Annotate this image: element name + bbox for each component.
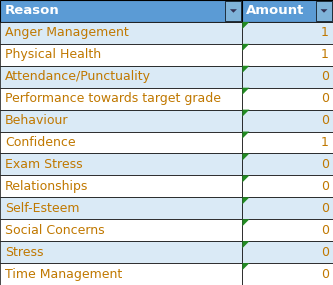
Text: Attendance/Punctuality: Attendance/Punctuality — [5, 70, 151, 83]
Polygon shape — [242, 175, 249, 182]
Polygon shape — [242, 110, 249, 117]
Bar — [242, 175, 333, 197]
Bar — [242, 219, 333, 241]
Polygon shape — [320, 9, 327, 13]
Text: Reason: Reason — [5, 5, 60, 17]
Text: 1: 1 — [321, 27, 329, 39]
Bar — [0, 110, 242, 132]
Text: Performance towards target grade: Performance towards target grade — [5, 92, 221, 105]
Polygon shape — [242, 219, 249, 226]
Bar — [0, 241, 242, 263]
Bar — [242, 197, 333, 219]
Text: 0: 0 — [321, 268, 329, 280]
Text: 0: 0 — [321, 246, 329, 258]
Bar — [0, 0, 242, 22]
Bar — [242, 241, 333, 263]
Bar — [0, 66, 242, 88]
Text: Physical Health: Physical Health — [5, 48, 101, 61]
Text: Exam Stress: Exam Stress — [5, 158, 83, 171]
Polygon shape — [242, 197, 249, 204]
Bar — [0, 263, 242, 285]
Polygon shape — [242, 263, 249, 270]
Text: 1: 1 — [321, 48, 329, 61]
Text: 0: 0 — [321, 70, 329, 83]
Polygon shape — [242, 66, 249, 73]
Bar — [242, 153, 333, 175]
Bar — [242, 132, 333, 153]
Text: Anger Management: Anger Management — [5, 27, 129, 39]
Text: Behaviour: Behaviour — [5, 114, 69, 127]
Polygon shape — [242, 44, 249, 51]
Bar — [0, 22, 242, 44]
Bar — [225, 1, 241, 21]
Polygon shape — [242, 88, 249, 95]
Text: 0: 0 — [321, 114, 329, 127]
Text: Self-Esteem: Self-Esteem — [5, 202, 80, 215]
Bar — [0, 132, 242, 153]
Text: 1: 1 — [321, 136, 329, 149]
Text: 0: 0 — [321, 92, 329, 105]
Bar — [0, 44, 242, 66]
Polygon shape — [242, 241, 249, 248]
Bar — [242, 66, 333, 88]
Bar — [0, 153, 242, 175]
Text: 0: 0 — [321, 180, 329, 193]
Text: Social Concerns: Social Concerns — [5, 224, 105, 237]
Bar — [316, 1, 332, 21]
Bar — [0, 219, 242, 241]
Polygon shape — [230, 9, 237, 13]
Bar — [0, 175, 242, 197]
Polygon shape — [242, 132, 249, 139]
Text: 0: 0 — [321, 158, 329, 171]
Bar — [0, 88, 242, 110]
Text: 0: 0 — [321, 224, 329, 237]
Bar — [0, 197, 242, 219]
Bar — [242, 0, 333, 22]
Text: Relationships: Relationships — [5, 180, 88, 193]
Bar — [242, 88, 333, 110]
Text: Stress: Stress — [5, 246, 44, 258]
Bar — [242, 110, 333, 132]
Bar — [242, 44, 333, 66]
Bar — [242, 263, 333, 285]
Text: Time Management: Time Management — [5, 268, 122, 280]
Polygon shape — [242, 22, 249, 29]
Text: 0: 0 — [321, 202, 329, 215]
Text: Amount: Amount — [246, 5, 305, 17]
Text: Confidence: Confidence — [5, 136, 76, 149]
Bar — [242, 22, 333, 44]
Polygon shape — [242, 153, 249, 160]
